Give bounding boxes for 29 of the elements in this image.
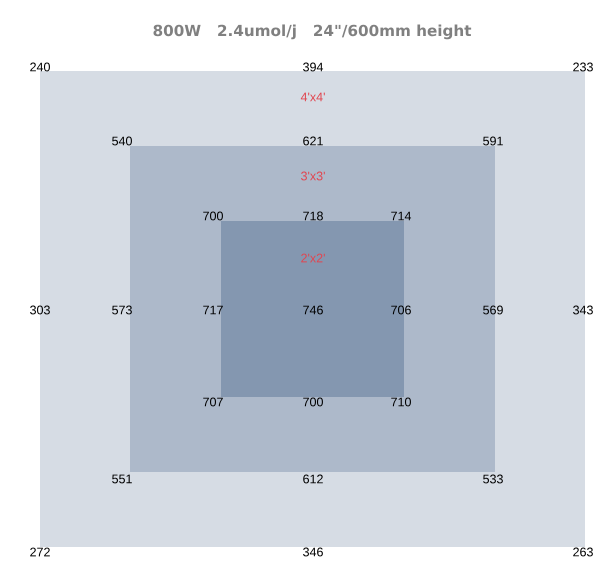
text: 800W 2.4umol/j 24"/600mm height [153,24,472,40]
data-label: 718 [303,212,323,220]
data-label: 394 [303,62,324,72]
data-label: 233 [573,62,593,72]
data-label: 343 [573,306,593,314]
data-label: 621 [303,136,323,146]
text: 3'x3' [301,172,325,180]
data-label: 710 [391,398,411,406]
data-label: 700 [203,212,223,220]
data-label: 569 [483,306,503,314]
data-label: 612 [303,474,323,484]
data-label: 717 [203,306,223,314]
data-label: 573 [112,306,132,314]
data-label: 263 [573,548,593,556]
data-label: 240 [30,62,50,72]
data-label: 346 [303,548,323,556]
data-label: 706 [391,306,411,314]
data-label: 272 [30,548,50,556]
data-label: 746 [303,306,323,314]
text: 2'x2' [301,254,325,262]
data-label: 591 [483,136,503,146]
data-label: 714 [391,212,412,220]
data-label: 303 [30,306,50,314]
data-label: 533 [483,474,503,484]
data-label: 707 [203,398,223,406]
text: 4'x4' [300,92,325,102]
data-label: 700 [303,398,323,406]
data-label: 551 [112,474,132,484]
data-label: 540 [112,136,132,146]
